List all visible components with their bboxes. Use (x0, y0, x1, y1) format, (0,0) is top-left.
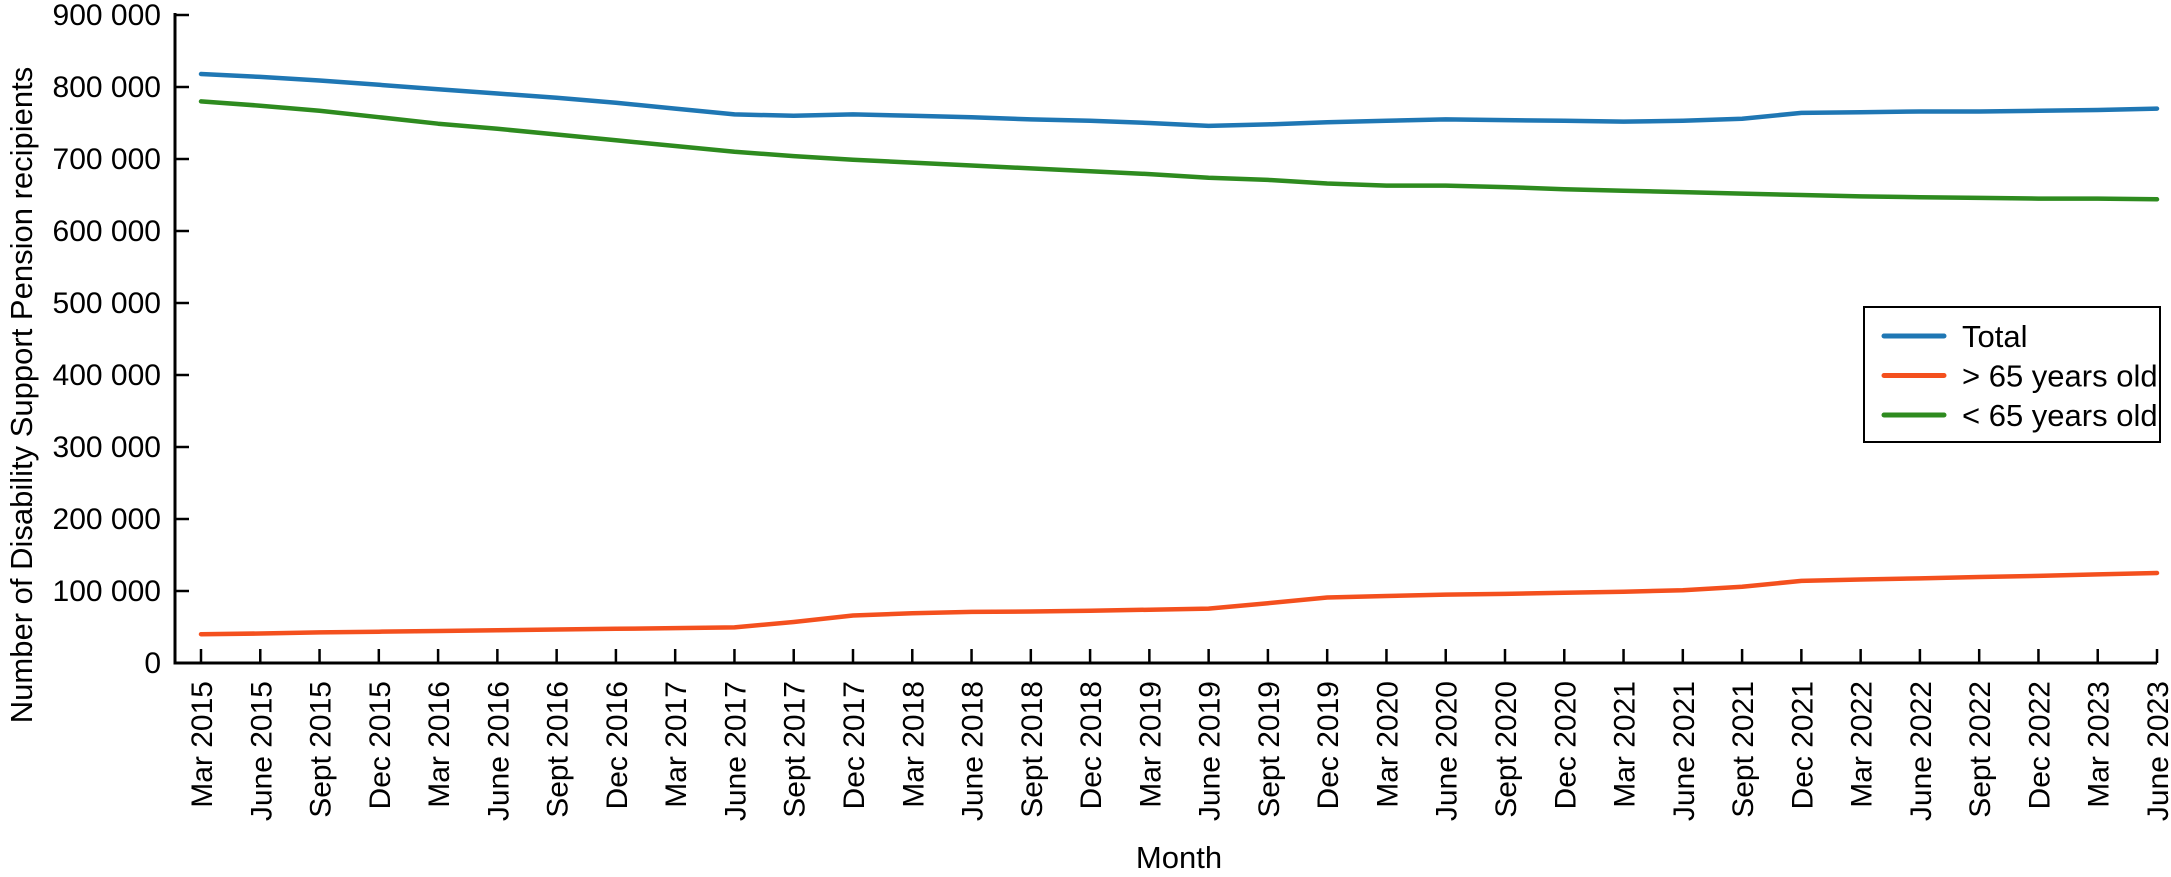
x-tick-label: Sept 2019 (1253, 681, 1286, 818)
x-tick-label: June 2023 (2142, 681, 2171, 821)
x-tick-label: Mar 2018 (897, 681, 930, 808)
legend-label: > 65 years old (1962, 359, 2158, 394)
x-tick-label: Sept 2016 (542, 681, 575, 818)
x-tick-label: June 2018 (957, 681, 990, 821)
y-tick-label: 700 000 (53, 143, 161, 176)
series-line-65-years-old (198, 570, 2160, 637)
x-tick-label: Sept 2018 (1016, 681, 1049, 818)
x-tick-label: Dec 2021 (1786, 681, 1819, 809)
x-tick-label: Mar 2020 (1371, 681, 1404, 808)
x-tick-label: June 2022 (1905, 681, 1938, 821)
y-tick-label: 500 000 (53, 287, 161, 320)
y-tick-label: 100 000 (53, 575, 161, 608)
x-tick-label: June 2020 (1431, 681, 1464, 821)
x-tick-label: June 2021 (1668, 681, 1701, 821)
x-tick-label: Mar 2022 (1846, 681, 1879, 808)
legend-label: Total (1962, 319, 2027, 354)
x-tick-label: June 2017 (719, 681, 752, 821)
x-axis-title: Month (1136, 840, 1222, 875)
x-tick-label: Mar 2017 (660, 681, 693, 808)
x-tick-label: Dec 2015 (364, 681, 397, 809)
x-tick-label: June 2016 (482, 681, 515, 821)
x-tick-label: Sept 2015 (305, 681, 338, 818)
plot-area: 0 100 000 200 000 300 000 400 000 500 000 600 … (53, 0, 2171, 821)
x-tick-label: Mar 2023 (2083, 681, 2116, 808)
series-line-total (198, 71, 2160, 129)
legend-item-total: Total (1881, 319, 2027, 354)
series-line-65-years-old (198, 99, 2160, 202)
x-tick-label: Sept 2017 (779, 681, 812, 818)
x-tick-label: Sept 2022 (1964, 681, 1997, 818)
y-tick-label: 0 (144, 647, 161, 680)
legend-item-65-years-old: < 65 years old (1881, 398, 2158, 433)
x-tick-label: Sept 2020 (1490, 681, 1523, 818)
x-tick-label: Dec 2019 (1312, 681, 1345, 809)
y-axis-title: Number of Disability Support Pension rec… (4, 67, 39, 723)
x-tick-label: Dec 2022 (2023, 681, 2056, 809)
x-tick-label: Dec 2016 (601, 681, 634, 809)
x-tick-label: Mar 2016 (423, 681, 456, 808)
x-tick-label: Dec 2020 (1549, 681, 1582, 809)
y-tick-label: 400 000 (53, 359, 161, 392)
x-tick-label: Dec 2018 (1075, 681, 1108, 809)
y-tick-label: 600 000 (53, 215, 161, 248)
x-tick-label: Mar 2015 (186, 681, 219, 808)
x-tick-label: Mar 2019 (1134, 681, 1167, 808)
legend-label: < 65 years old (1962, 398, 2158, 433)
legend-item-65-years-old: > 65 years old (1881, 359, 2158, 394)
series-layer (198, 71, 2160, 637)
x-tick-label: Sept 2021 (1727, 681, 1760, 818)
legend: Total > 65 years old < 65 years old (1863, 306, 2161, 443)
x-tick-label: Mar 2021 (1609, 681, 1642, 808)
y-tick-label: 200 000 (53, 503, 161, 536)
y-tick-label: 900 000 (53, 0, 161, 32)
x-tick-label: June 2015 (245, 681, 278, 821)
x-tick-label: June 2019 (1194, 681, 1227, 821)
y-tick-label: 800 000 (53, 71, 161, 104)
x-tick-label: Dec 2017 (838, 681, 871, 809)
y-tick-label: 300 000 (53, 431, 161, 464)
